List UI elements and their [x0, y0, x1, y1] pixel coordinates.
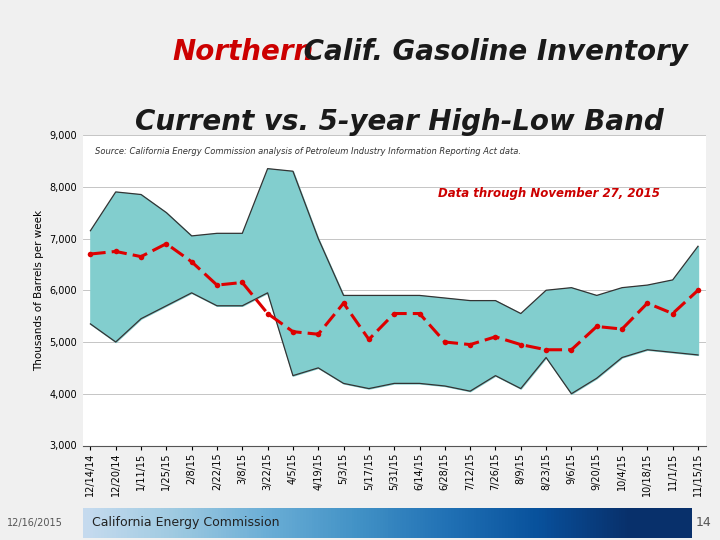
- Text: Northern: Northern: [173, 38, 314, 66]
- Text: 12/16/2015: 12/16/2015: [7, 518, 63, 528]
- Text: Data through November 27, 2015: Data through November 27, 2015: [438, 187, 660, 200]
- Y-axis label: Thousands of Barrels per week: Thousands of Barrels per week: [34, 210, 44, 371]
- Text: Calif. Gasoline Inventory: Calif. Gasoline Inventory: [294, 38, 688, 66]
- Text: California Energy Commission: California Energy Commission: [92, 516, 279, 530]
- Text: 14: 14: [696, 516, 711, 529]
- Text: Current vs. 5-year High-Low Band: Current vs. 5-year High-Low Band: [135, 108, 664, 136]
- Text: Source: California Energy Commission analysis of Petroleum Industry Information : Source: California Energy Commission ana…: [95, 147, 521, 157]
